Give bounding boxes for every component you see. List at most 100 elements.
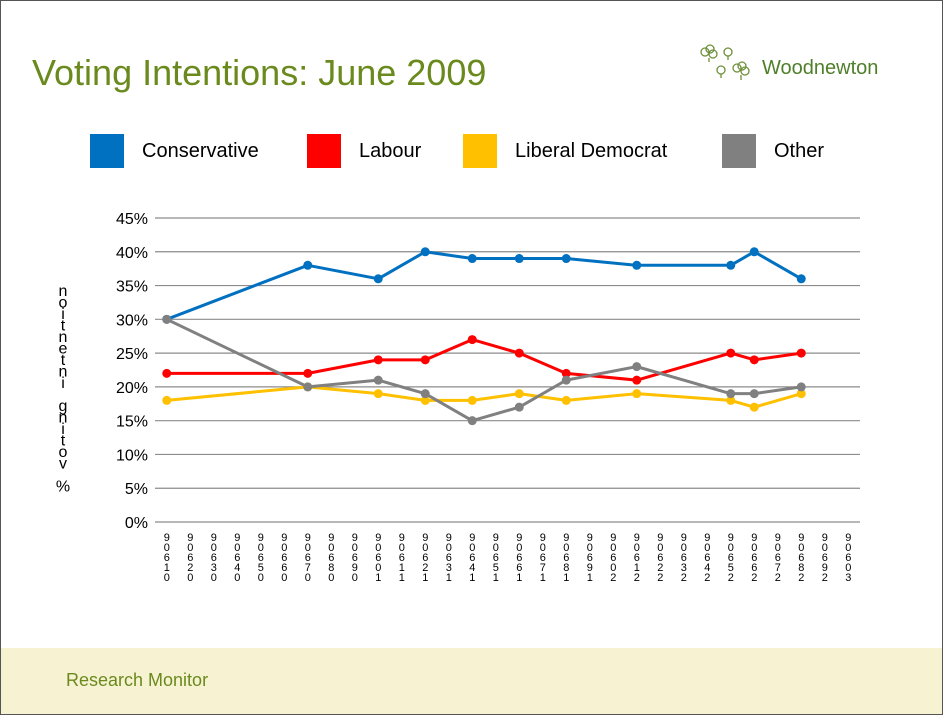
y-tick-label: 25% [116, 346, 148, 363]
y-tick-label: 40% [116, 245, 148, 262]
data-point-conservative [726, 260, 736, 270]
data-point-liberal-democrat [514, 389, 524, 399]
data-point-liberal-democrat [373, 389, 383, 399]
data-point-liberal-democrat [420, 395, 430, 405]
y-tick-label: 20% [116, 380, 148, 397]
data-point-other [303, 382, 313, 392]
legend-label: Other [774, 139, 825, 162]
data-point-labour [303, 368, 313, 378]
tree-logo-icon [700, 44, 750, 80]
series-line-liberal-democrat [166, 385, 802, 409]
data-point-other [796, 382, 806, 392]
data-point-labour [514, 348, 524, 358]
brand-name: Woodnewton [762, 57, 879, 79]
legend-swatch [307, 134, 341, 168]
series-line-other [166, 317, 802, 423]
data-point-liberal-democrat [467, 395, 477, 405]
data-point-labour [420, 355, 430, 365]
legend-label: Liberal Democrat [515, 139, 668, 162]
data-point-other [726, 389, 736, 399]
data-point-other [420, 389, 430, 399]
y-tick-label: 30% [116, 312, 148, 329]
data-point-liberal-democrat [796, 389, 806, 399]
legend-swatch [722, 134, 756, 168]
y-tick-label: 0% [125, 515, 148, 532]
data-point-labour [467, 335, 477, 345]
data-point-conservative [561, 254, 571, 264]
data-point-conservative [373, 274, 383, 284]
legend-item-conservative: Conservative [90, 134, 259, 168]
data-point-conservative [420, 247, 430, 257]
legend-item-liberal-democrat: Liberal Democrat [463, 134, 667, 168]
data-point-conservative [796, 274, 806, 284]
y-tick-label: 45% [116, 211, 148, 228]
data-point-other [632, 362, 642, 372]
legend-label: Labour [359, 139, 422, 162]
slide-title: Voting Intentions: June 2009 [32, 52, 487, 93]
slide-footer [1, 648, 942, 714]
data-point-liberal-democrat [561, 395, 571, 405]
data-point-conservative [303, 260, 313, 270]
data-point-labour [561, 368, 571, 378]
y-tick-label: 35% [116, 279, 148, 296]
data-point-labour [726, 348, 736, 358]
data-point-other [467, 416, 477, 426]
data-point-conservative [514, 254, 524, 264]
legend-item-other: Other [722, 134, 824, 168]
legend-swatch [90, 134, 124, 168]
legend-swatch [463, 134, 497, 168]
series-line-labour [166, 338, 802, 382]
data-point-other [162, 314, 172, 324]
data-point-labour [632, 375, 642, 385]
data-point-conservative [749, 247, 759, 257]
data-point-labour [162, 368, 172, 378]
y-tick-label: 5% [125, 481, 148, 498]
data-point-liberal-democrat [162, 395, 172, 405]
chart-legend: Conservative Labour Liberal Democrat Oth… [90, 134, 850, 168]
data-point-conservative [467, 254, 477, 264]
data-point-liberal-democrat [726, 395, 736, 405]
data-point-labour [749, 355, 759, 365]
legend-item-labour: Labour [307, 134, 421, 168]
data-point-other [514, 402, 524, 412]
y-tick-label: 15% [116, 414, 148, 431]
y-tick-label: 10% [116, 447, 148, 464]
data-point-conservative [632, 260, 642, 270]
footer-label: Research Monitor [66, 670, 209, 690]
legend-label: Conservative [142, 139, 259, 162]
data-point-other [561, 375, 571, 385]
line-chart: 0% 5% 10% 15% 20% 25% 30% 35% 40% 45% 9 0 6 1 0 9 0 6 2 0 9… [56, 211, 860, 584]
data-point-other [749, 389, 759, 399]
data-point-labour [796, 348, 806, 358]
